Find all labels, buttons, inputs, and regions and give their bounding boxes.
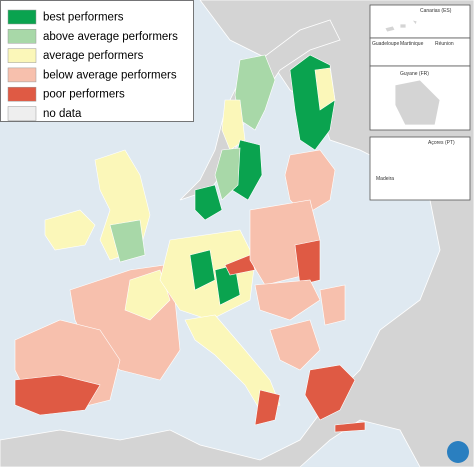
region [284, 149, 336, 216]
region [44, 209, 96, 251]
inset-label: Réunion [435, 41, 454, 47]
inset-box [369, 136, 471, 201]
inset-label: Martinique [400, 41, 424, 47]
inset-label: Guyane (FR) [400, 71, 429, 77]
region [234, 54, 276, 131]
region [109, 219, 146, 263]
legend-swatch [7, 67, 37, 83]
region [224, 254, 256, 276]
inset-label: Guadeloupe [372, 41, 399, 47]
legend-label: average performers [43, 50, 144, 62]
region [334, 421, 366, 433]
island [384, 19, 418, 33]
insets: Canarias (ES) Guadeloupe Martinique Réun… [369, 4, 471, 201]
region [254, 389, 281, 426]
legend-label: below average performers [43, 69, 177, 81]
inset-box [369, 37, 471, 67]
region [124, 269, 171, 321]
inset-label: Canarias (ES) [420, 8, 452, 14]
region [14, 374, 101, 416]
logo [447, 441, 469, 463]
region [304, 364, 356, 421]
legend-swatch [7, 86, 37, 102]
guyane [394, 79, 441, 126]
legend-label: no data [43, 108, 82, 120]
region [314, 67, 336, 111]
legend-swatch [7, 29, 37, 44]
legend-label: poor performers [43, 89, 125, 101]
inset-box [369, 4, 471, 39]
inset-label: Açores (PT) [428, 140, 455, 146]
legend-label: best performers [43, 12, 124, 24]
region [254, 279, 321, 321]
inset-label: Madeira [376, 176, 394, 182]
legend-label: above average performers [43, 31, 178, 43]
region [194, 184, 223, 221]
region [189, 249, 216, 291]
region [294, 239, 321, 286]
region [221, 99, 246, 151]
legend-swatch [7, 106, 37, 121]
region [319, 284, 346, 326]
region [214, 147, 241, 201]
legend-swatch [7, 48, 37, 63]
region [269, 319, 321, 371]
legend-swatch [7, 9, 37, 25]
